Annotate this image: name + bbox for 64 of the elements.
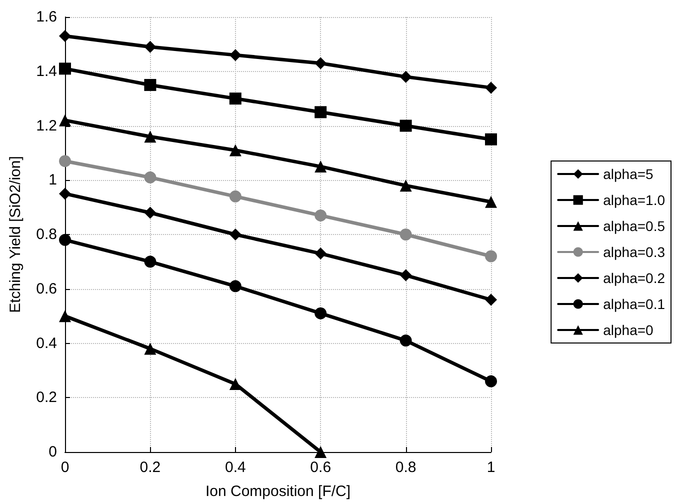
y-tick-label: 0.2 <box>36 389 57 406</box>
legend-label: alpha=5 <box>603 166 654 182</box>
x-tick-label: 0.2 <box>140 459 161 476</box>
point <box>59 234 71 246</box>
point <box>485 294 497 306</box>
point <box>229 92 242 105</box>
legend-label: alpha=0.1 <box>603 296 666 312</box>
point <box>485 375 497 388</box>
y-tick-label: 1.2 <box>36 117 57 134</box>
point <box>229 190 242 202</box>
point <box>229 280 242 292</box>
point <box>229 49 242 62</box>
legend-label: alpha=1.0 <box>603 192 666 208</box>
point <box>59 310 71 322</box>
point <box>314 106 327 118</box>
x-tick-label: 0.4 <box>224 459 246 476</box>
point <box>314 209 327 222</box>
point <box>400 228 412 240</box>
point <box>59 114 71 126</box>
y-tick-label: 0.4 <box>36 334 57 352</box>
y-tick-label: 0 <box>48 444 57 460</box>
y-tick-label: 1.4 <box>36 62 57 80</box>
point <box>229 144 242 156</box>
point <box>59 188 71 200</box>
point <box>144 171 156 184</box>
point <box>144 130 156 143</box>
point <box>314 446 327 458</box>
x-tick-label: 0 <box>60 459 70 476</box>
y-axis-title: Etching Yield [SiO2/ion] <box>7 156 24 313</box>
point <box>485 133 497 146</box>
point <box>314 248 327 260</box>
point <box>229 228 242 240</box>
x-axis-title: Ion Composition [F/C] <box>205 483 351 500</box>
legend-label: alpha=0.5 <box>603 218 666 234</box>
point <box>400 180 412 192</box>
point <box>229 378 242 390</box>
legend-label: alpha=0.2 <box>603 270 666 286</box>
legend-label: alpha=0 <box>603 322 654 338</box>
point <box>144 206 156 219</box>
x-tick-label: 0.8 <box>395 459 416 476</box>
point <box>400 334 412 347</box>
y-tick-label: 0.8 <box>36 226 57 243</box>
point <box>144 342 156 355</box>
legend-label: alpha=0.3 <box>603 244 666 260</box>
y-tick-label: 0.6 <box>36 280 57 298</box>
point <box>144 40 156 53</box>
point <box>144 256 156 268</box>
point <box>485 82 497 94</box>
point <box>314 160 327 173</box>
y-tick-label: 1 <box>48 172 57 189</box>
x-tick-label: 1 <box>486 459 496 476</box>
point <box>59 30 71 42</box>
y-tick-label: 1.6 <box>36 8 57 26</box>
point <box>400 70 412 83</box>
x-tick-label: 0.6 <box>310 459 332 476</box>
point <box>314 307 327 320</box>
point <box>314 57 327 70</box>
point <box>59 62 71 75</box>
point <box>400 269 412 282</box>
point <box>485 196 497 208</box>
point <box>59 155 71 168</box>
point <box>485 250 497 262</box>
point <box>144 78 156 91</box>
point <box>400 120 412 132</box>
